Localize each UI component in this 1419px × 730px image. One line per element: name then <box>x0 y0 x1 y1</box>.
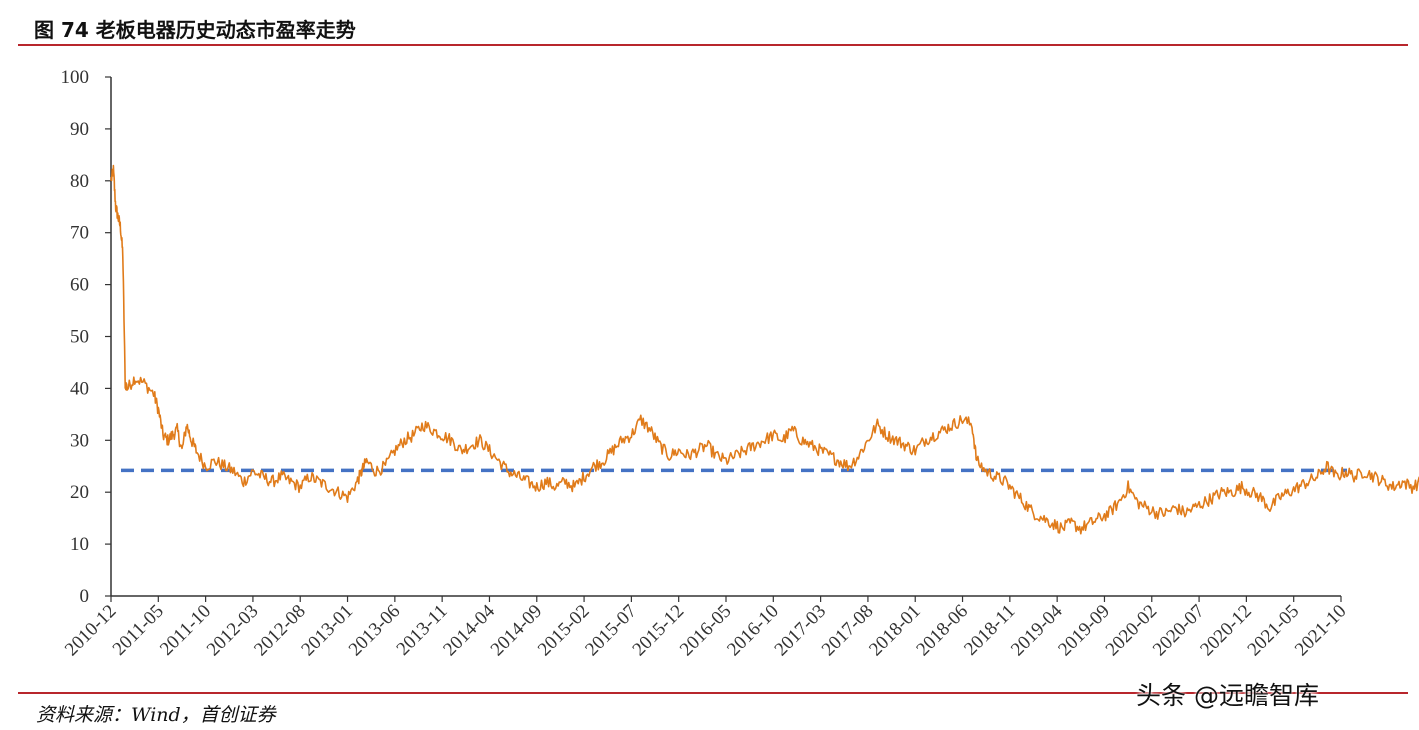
x-tick-label: 2017-03 <box>771 601 831 661</box>
x-tick-label: 2021-10 <box>1291 601 1351 661</box>
x-tick-label: 2020-07 <box>1149 601 1209 661</box>
x-tick-label: 2015-02 <box>534 601 594 661</box>
x-tick-label: 2021-05 <box>1244 601 1304 661</box>
x-tick-label: 2018-06 <box>912 601 972 661</box>
x-tick-label: 2019-04 <box>1007 600 1067 660</box>
x-tick-label: 2013-06 <box>345 601 405 661</box>
y-tick-label: 90 <box>70 119 89 140</box>
x-tick-label: 2016-05 <box>676 601 736 661</box>
x-tick-label: 2015-07 <box>581 601 641 661</box>
x-tick-label: 2016-10 <box>723 601 783 661</box>
x-tick-label: 2013-11 <box>393 601 452 660</box>
figure-title: 图 74 老板电器历史动态市盈率走势 <box>34 18 356 42</box>
y-tick-label: 60 <box>70 275 89 296</box>
x-tick-label: 2013-01 <box>297 601 357 661</box>
x-tick-label: 2020-12 <box>1196 601 1256 661</box>
x-tick-label: 2019-09 <box>1054 601 1114 661</box>
y-tick-label: 10 <box>70 534 89 555</box>
top-rule <box>18 44 1408 46</box>
y-axis: 0 10 20 30 40 50 60 70 80 90 100 <box>61 67 112 607</box>
x-tick-label: 2012-08 <box>250 601 310 661</box>
y-tick-label: 20 <box>70 482 89 503</box>
y-tick-label: 30 <box>70 430 89 451</box>
plot-area <box>110 164 1419 535</box>
x-tick-label: 2014-09 <box>487 601 547 661</box>
x-tick-label: 2015-12 <box>629 601 689 661</box>
source-note: 资料来源：Wind，首创证券 <box>36 704 276 726</box>
x-tick-label: 2011-10 <box>156 601 215 660</box>
y-tick-label: 70 <box>70 223 89 244</box>
y-tick-label: 80 <box>70 171 89 192</box>
bottom-rule <box>18 692 1408 694</box>
pe-ratio-series-line <box>110 164 1419 535</box>
y-tick-label: 100 <box>61 67 90 88</box>
y-tick-label: 40 <box>70 378 89 399</box>
x-tick-label: 2012-03 <box>203 601 263 661</box>
x-tick-label: 2018-11 <box>960 601 1019 660</box>
x-axis: 2010-122011-052011-102012-032012-082013-… <box>61 595 1351 661</box>
x-tick-label: 2010-12 <box>61 601 121 661</box>
x-tick-label: 2014-04 <box>439 600 499 660</box>
x-tick-label: 2020-02 <box>1102 601 1162 661</box>
y-tick-label: 0 <box>80 586 90 607</box>
y-tick-label: 50 <box>70 327 89 348</box>
x-tick-label: 2011-05 <box>109 601 168 660</box>
x-tick-label: 2018-01 <box>865 601 925 661</box>
x-tick-label: 2017-08 <box>818 601 878 661</box>
watermark: 头条 @远瞻智库 <box>1136 681 1319 710</box>
